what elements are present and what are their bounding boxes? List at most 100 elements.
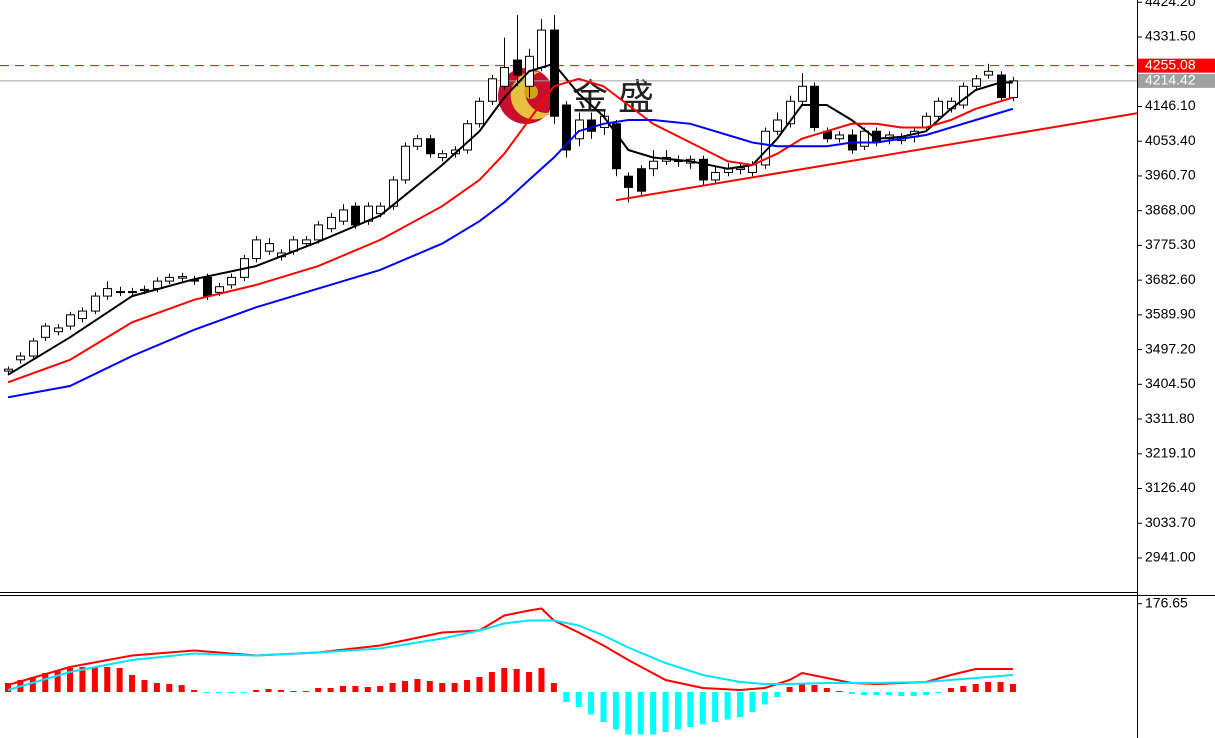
- histogram-bar: [464, 680, 471, 692]
- candle-body: [699, 158, 708, 181]
- candle-body: [810, 85, 819, 128]
- candle-body: [203, 276, 212, 297]
- candle-body: [389, 179, 398, 207]
- histogram-bar: [302, 691, 309, 692]
- y-tick-label: 2941.00: [1145, 549, 1196, 565]
- candle-body: [550, 29, 559, 117]
- candle-body: [401, 145, 410, 181]
- candle-body: [798, 85, 807, 102]
- histogram-bar: [339, 686, 346, 692]
- candle-body: [252, 239, 261, 260]
- candle-body: [736, 167, 745, 170]
- histogram-bar: [600, 692, 607, 722]
- y-tick-label: 3219.10: [1145, 444, 1196, 460]
- price-label-box: [1138, 58, 1215, 73]
- histogram-bar: [116, 668, 123, 692]
- histogram-bar: [488, 672, 495, 692]
- histogram-bar: [749, 692, 756, 712]
- candle-body: [426, 138, 435, 155]
- histogram-bar: [550, 683, 557, 692]
- histogram-bar: [836, 691, 843, 692]
- histogram-bar: [650, 692, 657, 735]
- line: [7, 62, 1013, 376]
- candle-body: [302, 239, 311, 245]
- line: [7, 619, 1013, 691]
- candle-body: [972, 78, 981, 87]
- histogram-bar: [476, 677, 483, 692]
- histogram-bar: [364, 687, 371, 692]
- histogram-bar: [712, 692, 719, 722]
- candle-body: [351, 205, 360, 226]
- histogram-bar: [228, 692, 235, 693]
- histogram-bar: [662, 692, 669, 732]
- histogram-bar: [774, 692, 781, 697]
- histogram-bar: [960, 686, 967, 692]
- histogram-bar: [104, 667, 111, 692]
- candle-body: [29, 340, 38, 357]
- histogram-bar: [215, 692, 222, 693]
- y-tick-label: 4331.50: [1145, 28, 1196, 44]
- candle-body: [140, 288, 149, 291]
- candle-body: [649, 160, 658, 170]
- histogram-bar: [277, 690, 284, 692]
- candle-body: [54, 327, 63, 333]
- histogram-bar: [42, 673, 49, 692]
- candle-body: [314, 224, 323, 241]
- candle-body: [376, 205, 385, 215]
- histogram-bar: [54, 670, 61, 692]
- candle-body: [116, 291, 125, 294]
- histogram-bar: [761, 692, 768, 705]
- histogram-bar: [141, 680, 148, 692]
- price-label-box: [1138, 73, 1215, 88]
- histogram-bar: [898, 692, 905, 696]
- candle-body: [637, 168, 646, 192]
- histogram-bar: [861, 692, 868, 695]
- candle-body: [165, 276, 174, 282]
- histogram-bar: [191, 690, 198, 692]
- histogram-bar: [240, 692, 247, 693]
- histogram-bar: [823, 688, 830, 692]
- candle-body: [934, 100, 943, 117]
- histogram-bar: [290, 691, 297, 692]
- candle-body: [537, 29, 546, 69]
- histogram-bar: [414, 679, 421, 692]
- y-tick-label: 3033.70: [1145, 514, 1196, 530]
- histogram-bar: [513, 669, 520, 692]
- histogram-bar: [265, 689, 272, 692]
- candle-body: [488, 78, 497, 102]
- candle-body: [500, 67, 509, 87]
- candle-body: [984, 70, 993, 76]
- histogram-bar: [501, 668, 508, 692]
- histogram-bar: [1009, 684, 1016, 692]
- candle-body: [475, 100, 484, 125]
- histogram-bar: [786, 687, 793, 692]
- histogram-bar: [985, 682, 992, 692]
- histogram-bar: [923, 692, 930, 695]
- trendline: [615, 112, 1138, 202]
- histogram-bar: [612, 692, 619, 730]
- candle-body: [103, 288, 112, 297]
- histogram-bar: [699, 692, 706, 725]
- candle-body: [997, 74, 1006, 99]
- histogram-bar: [637, 692, 644, 735]
- candle-body: [339, 209, 348, 222]
- line: [7, 77, 1014, 384]
- histogram-bar: [588, 692, 595, 715]
- watermark: 金 盛: [572, 77, 654, 118]
- histogram-bar: [724, 692, 731, 720]
- histogram-bar: [526, 672, 533, 692]
- histogram-bar: [389, 683, 396, 692]
- candle-body: [215, 286, 224, 293]
- candle-body: [91, 295, 100, 312]
- histogram-bar: [972, 684, 979, 692]
- candle-body: [624, 175, 633, 188]
- candle-body: [438, 153, 447, 158]
- y-tick-label: 4053.40: [1145, 132, 1196, 148]
- y-tick-label: 3775.30: [1145, 236, 1196, 252]
- y-tick-label: 3404.50: [1145, 375, 1196, 391]
- candle-body: [711, 171, 720, 181]
- candle-body: [128, 291, 137, 294]
- histogram-bar: [426, 681, 433, 692]
- histogram-bar: [129, 675, 136, 692]
- candle-body: [612, 123, 621, 170]
